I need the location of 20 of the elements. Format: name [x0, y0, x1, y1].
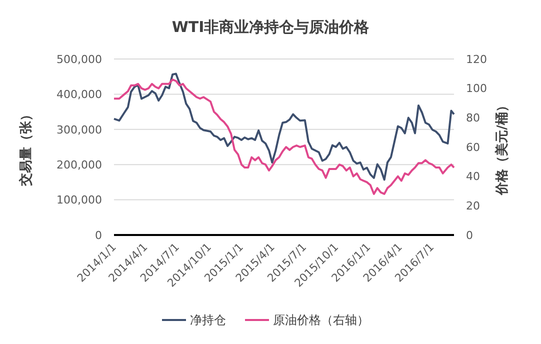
y2-tick-label: 120	[466, 52, 487, 66]
y-tick-label: 400,000	[56, 88, 102, 102]
y2-axis-title: 价格（美元/桶）	[494, 99, 510, 196]
y-tick-label: 500,000	[56, 52, 102, 66]
y-tick-label: 300,000	[56, 123, 102, 136]
legend-label: 原油价格（右轴）	[273, 313, 369, 328]
legend-label: 净持仓	[190, 313, 226, 328]
y-tick-label: 0	[95, 228, 102, 242]
y-axis-title: 交易量（张）	[18, 108, 34, 187]
y-tick-label: 200,000	[56, 158, 102, 172]
line-series	[113, 78, 455, 195]
y-tick-label: 100,000	[56, 194, 102, 207]
line-series	[113, 72, 455, 181]
y2-tick-label: 20	[466, 200, 480, 213]
y2-tick-label: 40	[466, 170, 480, 184]
y2-tick-label: 100	[466, 82, 487, 96]
y2-tick-label: 0	[466, 228, 473, 242]
chart-title: WTI非商业净持仓与原油价格	[172, 18, 370, 36]
y2-tick-label: 80	[466, 112, 480, 125]
y2-tick-label: 60	[466, 140, 480, 154]
